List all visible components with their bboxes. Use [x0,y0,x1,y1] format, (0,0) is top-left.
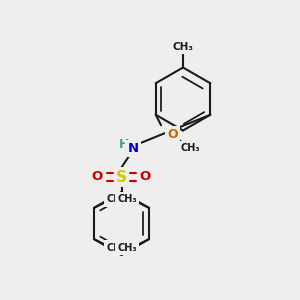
Text: O: O [167,128,178,141]
Text: CH₃: CH₃ [106,194,126,205]
Text: N: N [127,142,139,155]
Text: S: S [116,169,127,184]
Text: O: O [92,170,103,184]
Text: CH₃: CH₃ [180,143,200,153]
Text: CH₃: CH₃ [172,42,194,52]
Text: H: H [119,137,129,151]
Text: CH₃: CH₃ [106,242,126,253]
Text: O: O [140,170,151,184]
Text: CH₃: CH₃ [117,242,137,253]
Text: CH₃: CH₃ [117,194,137,205]
